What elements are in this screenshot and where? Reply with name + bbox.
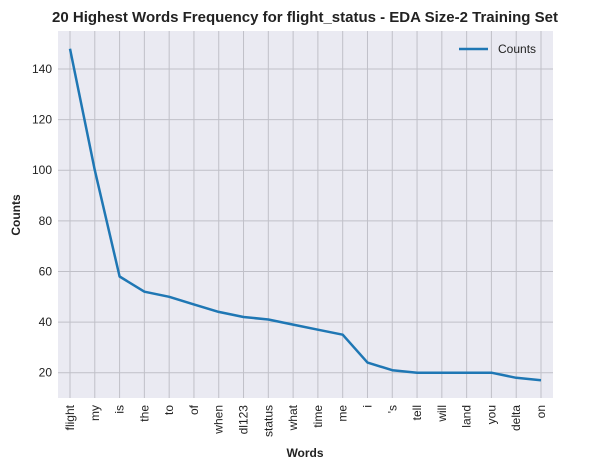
x-tick-label: flight	[63, 404, 77, 430]
x-tick-label: time	[311, 405, 325, 428]
chart-title: 20 Highest Words Frequency for flight_st…	[52, 9, 558, 26]
x-tick-label: what	[286, 404, 300, 431]
y-tick-label: 120	[32, 113, 52, 127]
x-tick-label: the	[137, 405, 151, 422]
y-axis-label: Counts	[9, 194, 23, 236]
y-tick-label: 40	[39, 315, 53, 329]
x-tick-label: will	[435, 405, 449, 423]
x-tick-label: land	[460, 405, 474, 428]
x-tick-label: delta	[509, 405, 523, 431]
plot-area	[58, 31, 553, 398]
legend: Counts	[459, 42, 536, 56]
x-tick-label: of	[187, 404, 201, 415]
series-layer	[68, 48, 542, 382]
x-tick-label: to	[162, 405, 176, 415]
legend-entry-counts: Counts	[498, 42, 536, 56]
x-tick-label: 's	[385, 405, 399, 413]
x-axis-label: Words	[286, 446, 323, 460]
x-tick-label: me	[336, 405, 350, 422]
x-tick-label: you	[484, 405, 498, 424]
y-tick-label: 80	[39, 214, 53, 228]
series-line-counts	[68, 48, 542, 382]
x-tick-label: is	[113, 405, 127, 414]
x-tick-label: on	[534, 405, 548, 418]
y-tick-label: 100	[32, 163, 52, 177]
x-tick-label: status	[261, 405, 275, 437]
x-tick-label: when	[212, 405, 226, 435]
grid	[58, 31, 553, 398]
x-tick-label: i	[360, 405, 374, 408]
tick-labels: flight my is the to of when dl123 status what time…	[32, 62, 548, 437]
y-tick-label: 140	[32, 62, 52, 76]
x-tick-label: my	[88, 405, 102, 421]
x-tick-label: dl123	[237, 405, 251, 435]
y-tick-label: 20	[39, 366, 53, 380]
x-tick-label: tell	[410, 405, 424, 420]
y-tick-label: 60	[39, 264, 53, 278]
